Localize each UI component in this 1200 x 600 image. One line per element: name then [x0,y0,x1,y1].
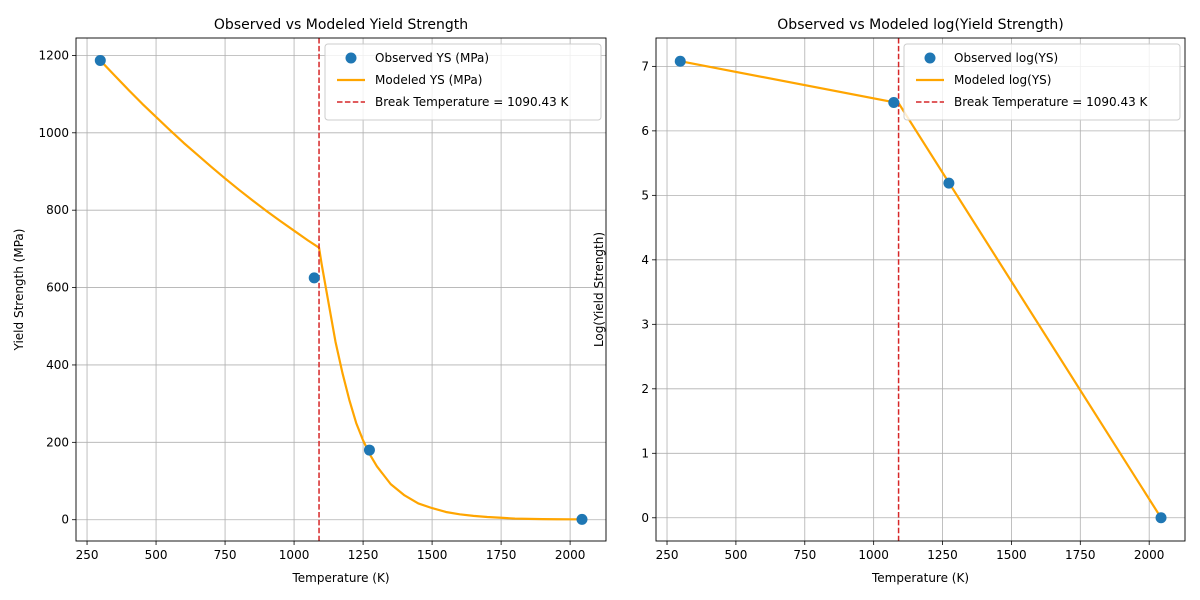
x-tick-label: 1000 [858,548,889,562]
observed-point [94,54,106,66]
x-axis-label: Temperature (K) [291,571,389,585]
y-tick-label: 0 [641,511,649,525]
y-tick-label: 1000 [38,126,69,140]
x-tick-label: 1750 [486,548,517,562]
y-tick-label: 0 [61,513,69,527]
right-chart-panel: 250 500 750 1000 1250 1500 1750 2000 0 1 2 3 4 5 6 7 Obs… [592,17,1186,585]
legend: Observed log(YS) Modeled log(YS) Break Tem… [903,43,1181,121]
y-axis-label: Yield Strength (MPa) [12,229,26,352]
legend-entry: Break Temperature = 1090.43 K [954,95,1149,109]
x-tick-label: 1250 [348,548,379,562]
axes-frame [75,37,607,542]
y-tick-label: 5 [641,188,649,202]
observed-point [1155,512,1167,524]
x-tick-label: 250 [656,548,679,562]
y-tick-label: 2 [641,382,649,396]
legend-marker [345,52,357,64]
modeled-line [99,59,582,521]
x-tick-label: 250 [76,548,99,562]
x-tick-label: 750 [214,548,237,562]
legend-entry: Observed log(YS) [954,51,1058,65]
y-tick-label: 3 [641,317,649,331]
x-tick-label: 500 [145,548,168,562]
x-tick-label: 2000 [1134,548,1165,562]
observed-point [943,177,955,189]
y-tick-label: 800 [46,203,69,217]
observed-point [576,513,588,525]
legend-marker [924,52,936,64]
chart-title: Observed vs Modeled Yield Strength [214,17,468,33]
x-tick-label: 1500 [417,548,448,562]
x-tick-label: 1750 [1065,548,1096,562]
plot-area [99,38,582,541]
x-tick-label: 1250 [927,548,958,562]
y-tick-label: 600 [46,281,69,295]
x-tick-label: 750 [793,548,816,562]
y-tick-label: 6 [641,124,649,138]
legend-entry: Break Temperature = 1090.43 K [375,95,570,109]
legend: Observed YS (MPa) Modeled YS (MPa) Break T… [324,43,602,121]
y-tick-label: 200 [46,435,69,449]
observed-point [888,96,900,108]
observed-point [363,444,375,456]
left-chart-panel: 250 500 750 1000 1250 1500 1750 2000 0 200 400 600 8… [12,17,607,585]
x-tick-label: 2000 [555,548,586,562]
y-axis-label: Log(Yield Strength) [592,232,606,347]
y-tick-label: 400 [46,358,69,372]
observed-point [674,55,686,67]
observed-point [308,272,320,284]
y-tick-label: 1 [641,446,649,460]
chart-title: Observed vs Modeled log(Yield Strength) [777,17,1063,33]
legend-entry: Observed YS (MPa) [375,51,489,65]
y-tick-label: 1200 [38,48,69,62]
legend-entry: Modeled YS (MPa) [375,73,482,87]
y-tick-label: 4 [641,253,649,267]
x-axis-label: Temperature (K) [871,571,969,585]
legend-entry: Modeled log(YS) [954,73,1051,87]
axes-frame [655,37,1186,542]
x-tick-label: 500 [724,548,747,562]
x-tick-label: 1000 [279,548,310,562]
x-tick-label: 1500 [996,548,1027,562]
y-tick-label: 7 [641,59,649,73]
